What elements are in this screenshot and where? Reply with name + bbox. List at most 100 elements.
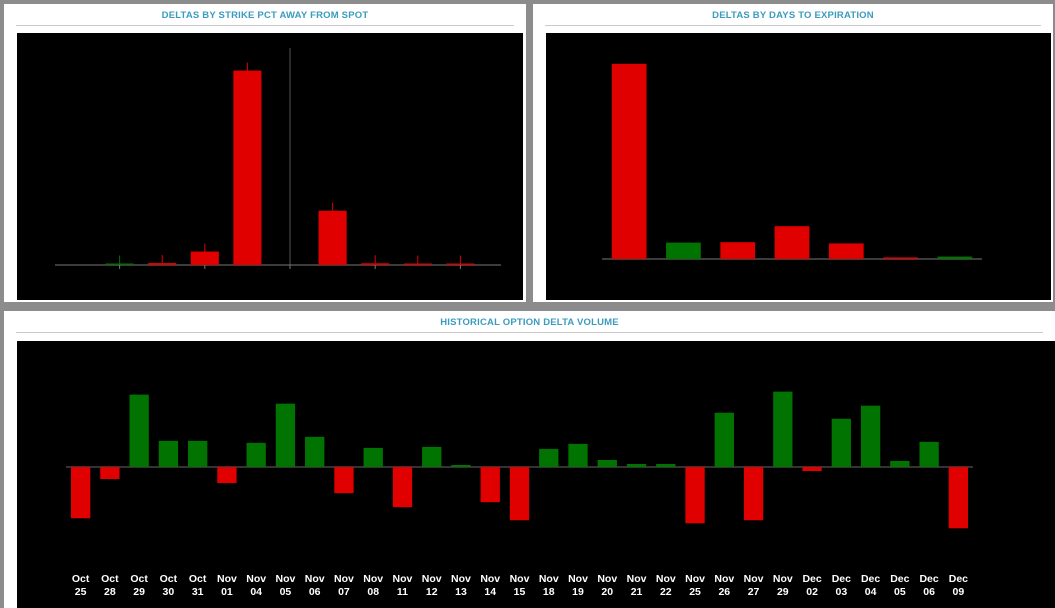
x-tick-label-month: Nov [539,573,559,585]
x-tick-label-month: Nov [597,573,617,585]
x-tick-label: Nov 06 [305,573,325,598]
bar [363,447,383,467]
historical-delta-chart-area: Oct 25 Oct 28 Oct 29 Oct 30 Oct 31 Nov 01 Nov 04 Nov 05… [17,341,1055,608]
bar [446,263,475,265]
x-tick-label: Nov 11 [393,573,413,598]
x-tick-label: Nov 25 [685,573,705,598]
bar [392,467,413,508]
bar [70,467,91,519]
x-tick-label: Nov 29 [773,573,793,598]
bar [743,467,764,521]
bar [100,467,120,480]
x-tick-label-day: 01 [221,586,233,598]
x-tick-label-month: Oct [101,573,119,585]
x-tick-label-month: Dec [802,573,821,585]
x-tick-label-month: Nov [363,573,383,585]
x-tick-label-month: Dec [949,573,968,585]
bar [403,263,432,265]
x-tick-label-day: 03 [835,586,847,598]
x-tick-label: Oct 25 [72,573,90,598]
bar [860,405,881,467]
x-tick-label-day: 08 [367,586,379,598]
x-tick-label: Dec 04 [861,573,880,598]
days-to-expiration-chart-area [546,33,1051,300]
bar [773,391,793,467]
x-tick-label-day: 09 [953,586,965,598]
bar [105,263,134,265]
x-tick-label-month: Nov [685,573,705,585]
bar [275,403,296,467]
strike-pct-chart [55,48,501,269]
x-tick-label-day: 31 [192,586,204,598]
bar [774,226,810,259]
x-tick-label-month: Nov [393,573,413,585]
bar [597,459,617,467]
historical-delta-title-rule [16,332,1043,333]
x-tick-label: Nov 14 [480,573,500,598]
x-tick-label-month: Nov [510,573,530,585]
bar [890,460,910,467]
x-tick-label: Dec 05 [890,573,909,598]
x-tick-label: Nov 07 [334,573,354,598]
x-tick-label-month: Nov [714,573,734,585]
bar [666,242,701,259]
x-tick-label: Nov 15 [510,573,530,598]
bar [305,436,325,467]
bar [129,394,149,467]
bar [685,467,705,524]
bar [188,440,208,467]
x-tick-label: Nov 20 [597,573,617,598]
x-tick-label-month: Oct [130,573,148,585]
x-tick-label-month: Nov [451,573,471,585]
x-tick-label-day: 25 [689,586,701,598]
x-tick-label: Oct 31 [189,573,207,598]
bar [361,263,390,265]
x-tick-label-day: 29 [133,586,145,598]
x-tick-label-day: 04 [865,586,877,598]
x-tick-label-day: 30 [163,586,175,598]
x-tick-label: Nov 21 [627,573,647,598]
x-tick-label-month: Dec [919,573,938,585]
x-tick-label-month: Nov [480,573,500,585]
x-tick-label-day: 06 [309,586,321,598]
x-tick-label-month: Dec [890,573,909,585]
x-tick-label: Nov 08 [363,573,383,598]
bar [714,412,734,467]
x-tick-label-day: 04 [250,586,262,598]
strike-pct-panel: DELTAS BY STRIKE PCT AWAY FROM SPOT [4,4,526,302]
x-tick-label-month: Dec [832,573,851,585]
days-to-expiration-panel: DELTAS BY DAYS TO EXPIRATION [533,4,1053,302]
x-tick-label: Nov 22 [656,573,676,598]
x-tick-label: Nov 01 [217,573,237,598]
x-tick-label-day: 25 [75,586,87,598]
bar [831,418,851,467]
x-tick-label: Dec 06 [919,573,938,598]
x-tick-label-day: 05 [280,586,292,598]
bar [919,441,939,467]
x-tick-label-day: 26 [718,586,730,598]
bar [158,440,179,467]
bar [233,70,262,266]
bar [948,467,969,529]
bar [148,263,177,265]
strike-pct-title-rule [16,25,514,26]
x-tick-label-month: Oct [189,573,207,585]
bar [937,256,973,259]
x-tick-label-month: Dec [861,573,880,585]
x-tick-label-month: Nov [627,573,647,585]
days-to-expiration-chart [602,63,982,260]
x-tick-label: Dec 09 [949,573,968,598]
x-tick-label-day: 29 [777,586,789,598]
x-tick-label: Oct 30 [160,573,178,598]
historical-delta-panel: HISTORICAL OPTION DELTA VOLUME Oct 25 Oct 2… [4,311,1055,608]
x-tick-label-month: Nov [246,573,266,585]
x-tick-label-month: Oct [72,573,90,585]
x-tick-label-day: 02 [806,586,818,598]
x-tick-label: Nov 04 [246,573,266,598]
bar [246,442,266,467]
x-tick-label-day: 06 [923,586,935,598]
x-tick-label-day: 12 [426,586,438,598]
x-tick-label-month: Nov [334,573,354,585]
x-tick-label: Oct 28 [101,573,119,598]
